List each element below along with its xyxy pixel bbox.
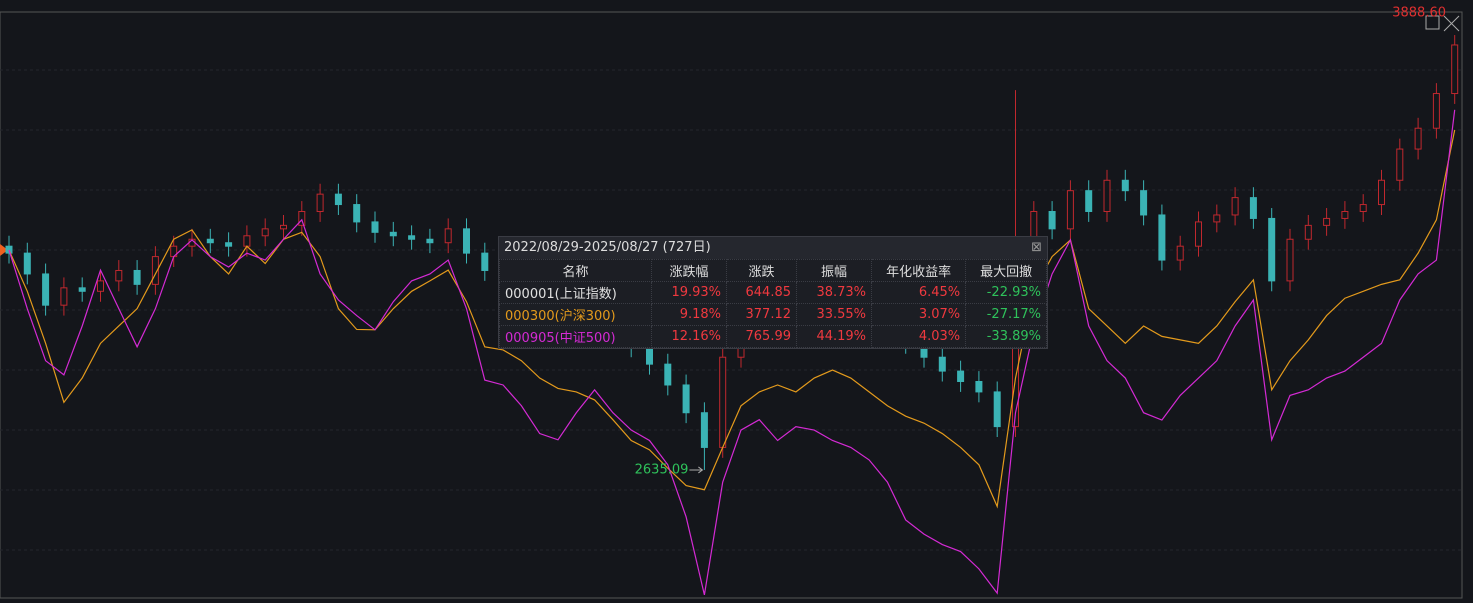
column-header: 名称 [498, 259, 653, 282]
candle-body [334, 193, 342, 206]
stat-cell: -27.17% [965, 303, 1047, 326]
stat-cell: 12.16% [651, 325, 728, 348]
stat-cell: 4.03% [871, 325, 967, 348]
candle-body [1066, 190, 1074, 230]
candle-body [78, 287, 86, 292]
close-button[interactable]: ⊠ [1031, 240, 1042, 255]
candle-body [1121, 179, 1129, 192]
candle-body [261, 228, 269, 237]
table-row: 000300(沪深300) 9.18% 377.12 33.55% 3.07% -27.1… [498, 303, 1047, 326]
candle-body [1378, 179, 1385, 206]
candle-body [938, 356, 946, 372]
candle-body [316, 193, 324, 212]
candle-body [1268, 217, 1276, 282]
series-line [8, 109, 1456, 596]
column-header: 年化收益率 [871, 259, 967, 282]
stat-cell: 44.19% [795, 325, 873, 348]
min-arrow [689, 466, 704, 474]
candle-body [1451, 44, 1459, 95]
plot-frame [0, 11, 1463, 599]
candle-body [1048, 210, 1056, 230]
name-cell: 000001(上证指数) [498, 281, 653, 304]
candle-body [5, 245, 13, 254]
candle-body [23, 252, 31, 275]
max-label: 3888.60 [1392, 6, 1446, 21]
stat-cell: 19.93% [651, 281, 728, 304]
candle-body [408, 235, 416, 240]
stat-cell: -22.93% [965, 281, 1047, 304]
candle-body [1396, 148, 1404, 181]
candle-body [1213, 214, 1221, 223]
candle-body [243, 235, 251, 247]
candle-body [1414, 127, 1422, 150]
candle-body [682, 384, 690, 414]
candle-body [371, 221, 379, 233]
candle-body [719, 356, 727, 448]
candle-body [1323, 217, 1331, 226]
candle-body [1140, 190, 1148, 216]
candle-body [133, 269, 141, 285]
candle-body [1249, 197, 1257, 219]
candle-body [1103, 179, 1111, 212]
stat-cell: 9.18% [651, 303, 728, 326]
stat-cell: 6.45% [871, 281, 967, 304]
candle-body [646, 346, 653, 365]
candle-body [426, 238, 434, 244]
table-row: 000001(上证指数) 19.93% 644.85 38.73% 6.45% -22.9… [498, 281, 1047, 304]
stat-cell: 377.12 [726, 303, 797, 326]
candle-body [225, 242, 233, 247]
candle-body [1195, 221, 1202, 247]
candle-body [60, 287, 68, 306]
candle-body [115, 269, 123, 282]
window-buttons[interactable] [1425, 15, 1460, 32]
candle-body [1231, 197, 1239, 216]
series-line [8, 129, 1456, 509]
stats-panel: 2022/08/29-2025/08/27 (727日) ⊠ 名称 涨跌幅 涨跌 振幅… [498, 236, 1048, 349]
candle-body [298, 210, 306, 226]
candle-body [993, 391, 1001, 428]
candle-body [1176, 245, 1184, 261]
min-label: 2635.09 [635, 462, 689, 477]
column-header: 最大回撤 [965, 259, 1047, 282]
candle-body [1432, 93, 1440, 129]
candle-body [1158, 214, 1166, 261]
stat-cell: -33.89% [965, 325, 1047, 348]
column-header: 涨跌 [726, 259, 797, 282]
candle-body [700, 412, 708, 448]
stat-cell: 644.85 [726, 281, 797, 304]
column-header: 振幅 [795, 259, 873, 282]
candle-body [151, 256, 159, 285]
stat-cell: 3.07% [871, 303, 967, 326]
candle-body [42, 273, 50, 306]
candle-body [463, 228, 470, 254]
candle-body [97, 280, 104, 292]
candle-body [206, 238, 214, 244]
candle-body [1085, 190, 1093, 212]
candle-body [280, 224, 287, 230]
stat-cell: 765.99 [726, 325, 797, 348]
candle-body [353, 204, 361, 223]
candle-body [1286, 238, 1294, 282]
candle-body [975, 381, 983, 393]
panel-title: 2022/08/29-2025/08/27 (727日) [504, 240, 711, 255]
table-row: 000905(中证500) 12.16% 765.99 44.19% 4.03% -33.… [498, 325, 1047, 348]
candle-body [1304, 224, 1312, 240]
column-header: 涨跌幅 [651, 259, 728, 282]
stat-cell: 38.73% [795, 281, 873, 304]
candle-body [664, 363, 672, 386]
name-cell: 000300(沪深300) [498, 303, 653, 326]
grid [0, 69, 1462, 551]
candle-body [444, 228, 452, 244]
name-cell: 000905(中证500) [498, 325, 653, 348]
start-marker [0, 244, 8, 256]
stats-table: 名称 涨跌幅 涨跌 振幅 年化收益率 最大回撤 000001(上证指数) 19.93% 644.… [498, 259, 1047, 348]
candle-body [957, 370, 965, 383]
candle-body [389, 231, 397, 237]
stat-cell: 33.55% [795, 303, 873, 326]
candle-body [481, 252, 489, 271]
candle-body [1341, 210, 1349, 219]
candle-body [1359, 204, 1367, 212]
